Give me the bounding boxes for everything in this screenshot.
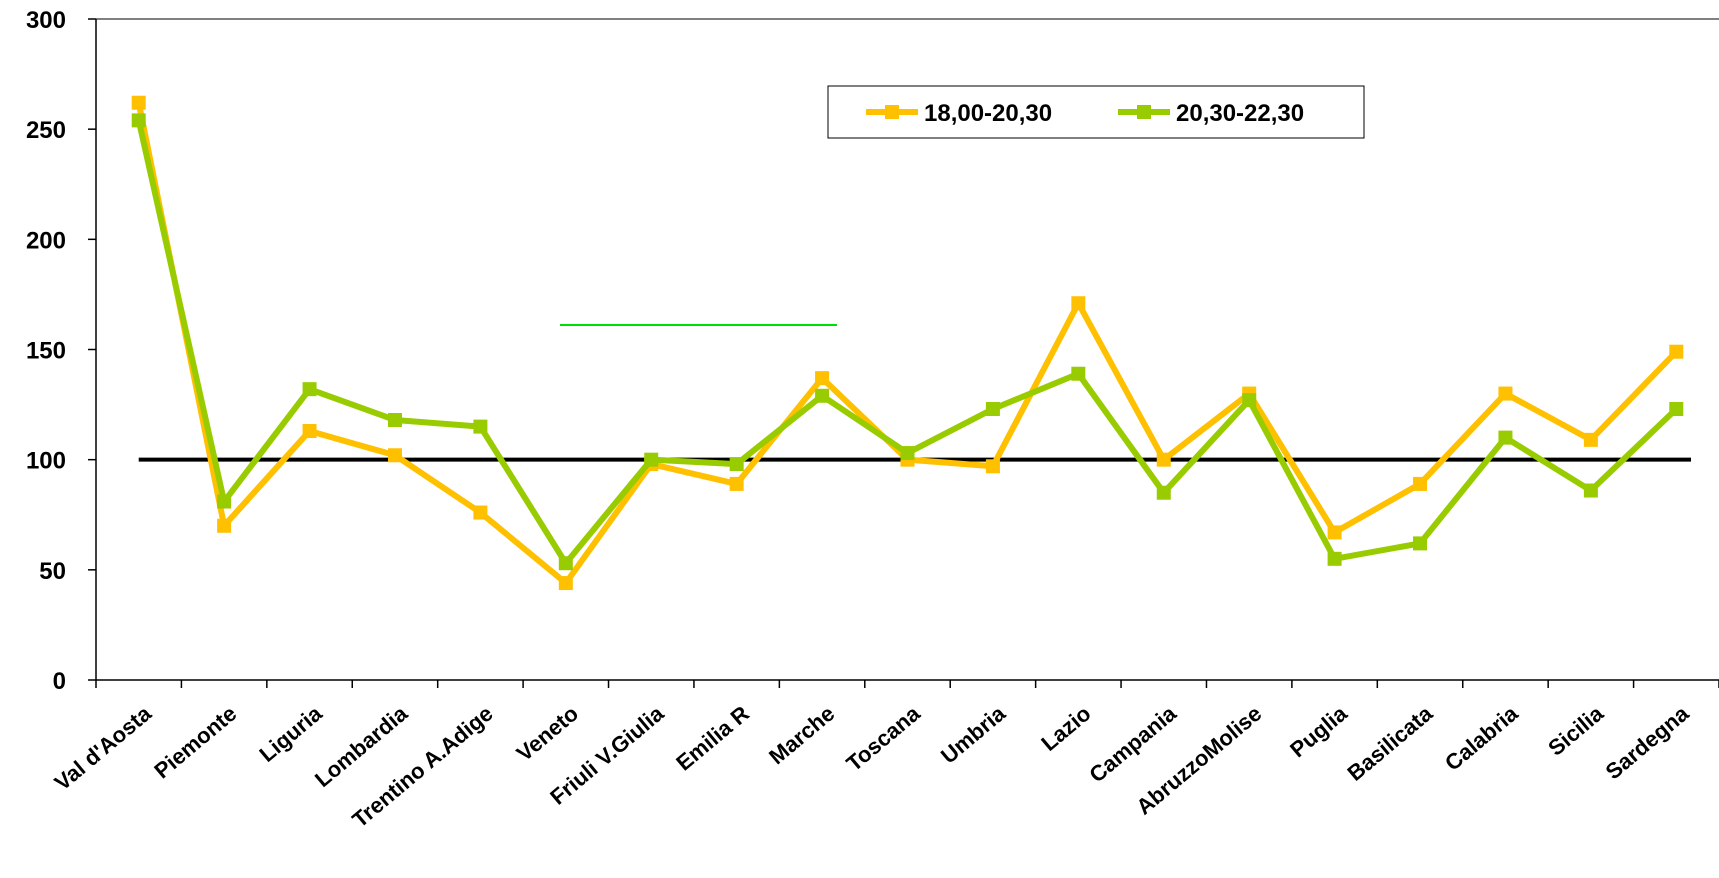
data-point xyxy=(131,113,146,128)
data-point xyxy=(1583,483,1598,498)
series-1 xyxy=(131,95,1684,591)
data-point xyxy=(473,419,488,434)
data-point xyxy=(1498,430,1513,445)
x-category-label: Sicilia xyxy=(1543,700,1608,761)
data-point xyxy=(1327,551,1342,566)
y-tick-label: 150 xyxy=(26,338,66,365)
data-point xyxy=(387,413,402,428)
x-category-label: Basilicata xyxy=(1342,700,1437,786)
data-point xyxy=(1583,432,1598,447)
data-point xyxy=(302,382,317,397)
data-point xyxy=(815,388,830,403)
data-point xyxy=(1413,476,1428,491)
data-point xyxy=(1413,536,1428,551)
x-category-label: Lazio xyxy=(1036,701,1095,756)
data-point xyxy=(1071,296,1086,311)
data-point xyxy=(985,459,1000,474)
x-category-label: Piemonte xyxy=(149,701,241,784)
y-tick-label: 0 xyxy=(53,668,66,695)
x-category-label: Sardegna xyxy=(1601,700,1694,784)
y-tick-label: 300 xyxy=(26,7,66,34)
legend-marker-series-1 xyxy=(885,105,899,119)
y-tick-label: 250 xyxy=(26,117,66,144)
data-point xyxy=(729,457,744,472)
data-point xyxy=(1242,393,1257,408)
x-category-label: Toscana xyxy=(842,700,926,776)
x-category-label: Val d'Aosta xyxy=(50,700,157,795)
legend-marker-series-2 xyxy=(1137,105,1151,119)
x-category-label: Puglia xyxy=(1285,700,1352,762)
x-category-label: Liguria xyxy=(255,700,328,767)
series-line xyxy=(135,119,1679,567)
data-point xyxy=(900,446,915,461)
y-tick-label: 100 xyxy=(26,448,66,475)
axes xyxy=(95,18,1719,681)
data-point xyxy=(1669,344,1684,359)
x-category-label: Calabria xyxy=(1440,700,1523,775)
data-point xyxy=(1498,386,1513,401)
data-point xyxy=(644,452,659,467)
data-point xyxy=(217,494,232,509)
legend-label-series-1: 18,00-20,30 xyxy=(924,100,1052,127)
legend: 18,00-20,30 20,30-22,30 xyxy=(827,85,1365,139)
data-point xyxy=(302,424,317,439)
data-point xyxy=(1669,401,1684,416)
data-point xyxy=(387,448,402,463)
x-category-label: Umbria xyxy=(936,700,1011,768)
data-point xyxy=(985,401,1000,416)
x-category-label: Emilia R xyxy=(671,701,754,776)
series-layer xyxy=(131,95,1684,591)
data-point xyxy=(729,476,744,491)
data-point xyxy=(217,518,232,533)
data-point xyxy=(815,371,830,386)
y-tick-label: 50 xyxy=(39,558,66,585)
x-category-label: Trentino A.Adige xyxy=(347,701,497,833)
data-point xyxy=(131,95,146,110)
data-point xyxy=(1156,485,1171,500)
data-point xyxy=(558,556,573,571)
legend-label-series-2: 20,30-22,30 xyxy=(1176,100,1304,127)
x-category-label: Marche xyxy=(764,701,839,770)
y-tick-label: 200 xyxy=(26,227,66,254)
series-2 xyxy=(131,113,1684,571)
y-axis-ticks: 0 50 100 150 200 250 300 xyxy=(26,7,96,695)
x-category-label: Veneto xyxy=(512,701,583,767)
data-point xyxy=(1156,452,1171,467)
data-point xyxy=(473,505,488,520)
data-point xyxy=(558,576,573,591)
data-point xyxy=(1327,525,1342,540)
data-point xyxy=(1071,366,1086,381)
